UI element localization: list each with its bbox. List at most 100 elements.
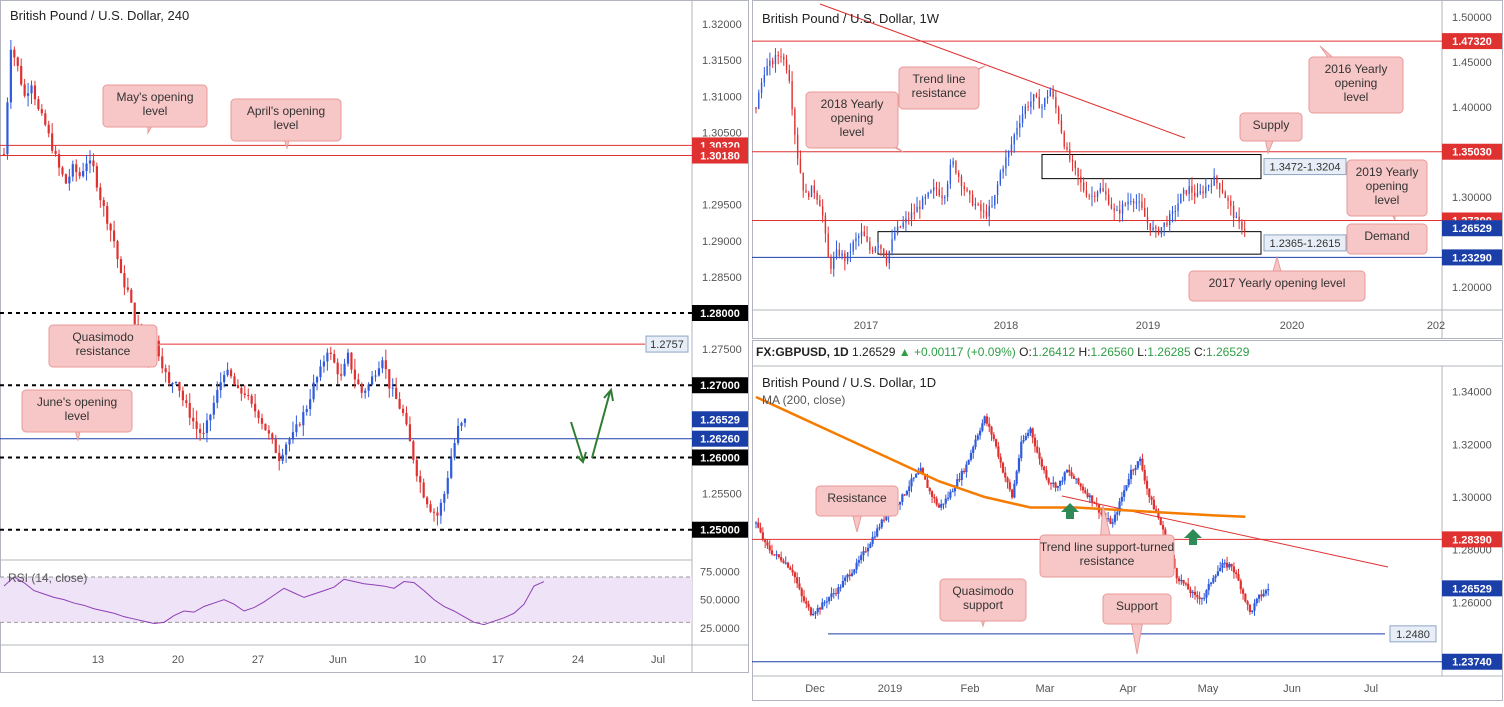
daily-candle xyxy=(962,470,966,473)
daily-candle xyxy=(935,498,938,505)
weekly-candle xyxy=(1102,188,1104,192)
yearly-2016-callout-box xyxy=(1308,56,1404,114)
daily-candle xyxy=(1043,466,1046,471)
h4-candle xyxy=(315,377,319,383)
weekly-candle xyxy=(1021,114,1024,124)
daily-candle xyxy=(830,593,833,598)
h4-candle xyxy=(226,369,229,376)
weekly-candle xyxy=(1180,193,1182,204)
weekly-candle xyxy=(1160,227,1163,235)
weekly-candle xyxy=(1002,168,1004,173)
yearly-2016-callout-text: level xyxy=(1344,90,1369,104)
weekly-candle xyxy=(899,226,902,228)
h4-candle xyxy=(181,390,184,401)
daily-candle xyxy=(1241,589,1245,594)
h4-candle xyxy=(126,287,129,290)
weekly-candle xyxy=(1188,186,1190,195)
daily-candle xyxy=(995,439,998,447)
weekly-candle xyxy=(1185,189,1188,195)
weekly-y-tick: 1.30000 xyxy=(1452,192,1492,204)
daily-candle xyxy=(1118,501,1121,513)
daily-candle xyxy=(1264,590,1268,594)
weekly-candle xyxy=(796,134,799,159)
weekly-candle xyxy=(794,109,796,135)
h4-candle xyxy=(295,424,298,433)
daily-candle xyxy=(1063,472,1066,481)
h4-candle xyxy=(37,99,40,110)
h4-candle xyxy=(367,384,370,391)
rsi-y-tick: 75.0000 xyxy=(700,566,740,578)
h4-candle xyxy=(178,381,181,391)
daily-candle xyxy=(1045,470,1048,479)
h4-candle xyxy=(453,443,456,458)
daily-candle xyxy=(1113,514,1117,523)
daily-candle xyxy=(1084,490,1087,493)
weekly-candle xyxy=(930,190,932,193)
panel-daily: FX:GBPUSD, 1D 1.26529 ▲ +0.00117 (+0.09%… xyxy=(752,345,1502,695)
h4-candle xyxy=(250,395,253,404)
trend-line-callout-box xyxy=(1039,534,1175,578)
weekly-candle xyxy=(1238,216,1240,222)
h4-candle xyxy=(223,375,226,383)
weekly-candle xyxy=(860,231,863,237)
weekly-candle xyxy=(1091,195,1093,197)
h4-candle xyxy=(388,369,391,389)
weekly-candle xyxy=(1052,90,1054,97)
daily-1.23740-tag-label: 1.23740 xyxy=(1452,657,1492,669)
weekly-candle xyxy=(891,239,893,252)
support-callout-text: Support xyxy=(1116,599,1159,613)
h4-1.28000-tag-label: 1.28000 xyxy=(700,308,740,320)
daily-candle xyxy=(1209,582,1213,585)
weekly-candle xyxy=(955,161,957,173)
daily-candle xyxy=(1065,469,1069,473)
weekly-candle xyxy=(755,107,757,109)
daily-candle xyxy=(1141,458,1144,470)
daily-candle xyxy=(1244,593,1247,602)
daily-candle xyxy=(1004,472,1007,478)
daily-candle xyxy=(1086,492,1089,498)
zone-value-box-1 xyxy=(1263,234,1347,252)
daily-candle xyxy=(1214,575,1217,578)
aprils-opening-callout-text: April's opening xyxy=(247,104,325,118)
daily-candle xyxy=(1251,610,1254,612)
h4-candle xyxy=(133,302,136,325)
weekly-candle xyxy=(1088,195,1090,197)
chart-title-daily: British Pound / U.S. Dollar, 1D xyxy=(762,375,936,390)
daily-candle xyxy=(757,522,760,528)
daily-candle xyxy=(773,554,776,556)
h4-candle xyxy=(174,381,178,383)
daily-candle xyxy=(857,560,860,563)
daily-candle xyxy=(853,569,856,574)
weekly-candle xyxy=(844,253,846,262)
daily-candle xyxy=(1107,518,1110,520)
weekly-candle xyxy=(919,206,921,209)
daily-candle xyxy=(860,555,863,561)
daily-candle xyxy=(1221,563,1224,568)
daily-candle xyxy=(1198,597,1201,600)
up-arrow-line xyxy=(591,391,611,459)
weekly-candle xyxy=(1085,190,1088,196)
weekly-candle xyxy=(963,186,965,190)
daily-candle xyxy=(1223,562,1226,564)
h4-candle xyxy=(422,482,425,498)
daily-candle xyxy=(1036,446,1039,453)
daily-candle xyxy=(1123,490,1126,497)
weekly-candle xyxy=(788,69,791,82)
daily-candle xyxy=(937,504,941,508)
weekly-candle xyxy=(883,248,885,257)
weekly-candle xyxy=(858,236,860,239)
daily-candle xyxy=(1029,428,1032,433)
weekly-candle xyxy=(1007,151,1010,158)
h4-y-tick: 1.32000 xyxy=(702,19,742,31)
h4-candle xyxy=(340,374,343,376)
daily-candle xyxy=(1054,482,1057,488)
weekly-candle xyxy=(1099,188,1102,192)
daily-candle xyxy=(1145,480,1149,489)
daily-candle xyxy=(784,562,787,564)
daily-candle xyxy=(1077,478,1080,484)
weekly-candle xyxy=(1132,201,1135,204)
weekly-candle xyxy=(1080,176,1082,183)
panel-4h: 1.2757 1.32000 1.31500 1.31000 1.30500 1.2950… xyxy=(0,8,748,666)
daily-low-label: L: xyxy=(1137,345,1147,359)
daily-candle xyxy=(1088,495,1091,498)
